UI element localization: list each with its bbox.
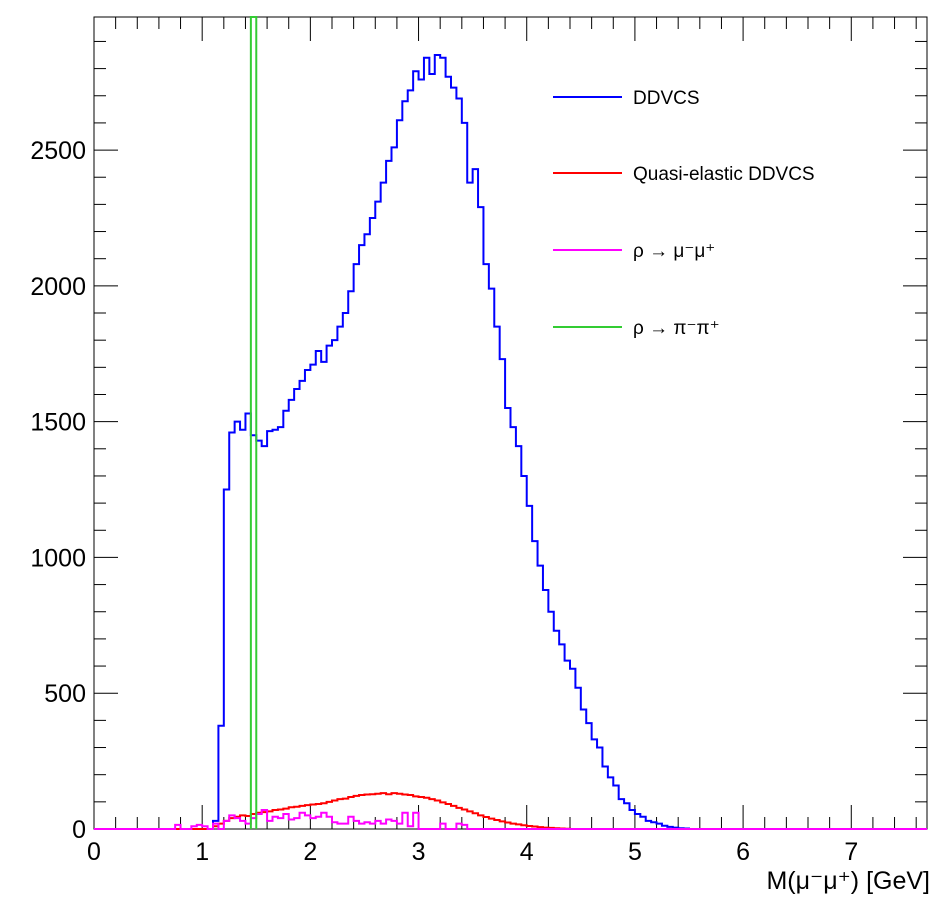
y-tick-label: 0	[72, 816, 86, 844]
histogram-line	[94, 808, 927, 830]
histogram-line	[94, 54, 927, 830]
histogram-line	[94, 792, 927, 830]
x-tick-label: 6	[736, 838, 750, 866]
y-tick-label: 500	[44, 680, 86, 708]
legend-label: DDVCS	[633, 88, 700, 109]
y-tick-label: 2000	[30, 273, 86, 301]
histogram-line	[249, 16, 258, 829]
y-tick-label: 1000	[30, 544, 86, 572]
legend: DDVCS Quasi-elastic DDVCS ρ → μ⁻μ⁺ ρ → π⁻π⁺	[553, 88, 815, 339]
series-3	[249, 16, 258, 829]
series-layer	[94, 16, 927, 830]
legend-label: ρ → π⁻π⁺	[633, 318, 720, 339]
x-tick-label: 5	[628, 838, 642, 866]
x-tick-label: 7	[844, 838, 858, 866]
x-tick-label: 2	[303, 838, 317, 866]
x-tick-label: 4	[520, 838, 534, 866]
x-tick-label: 3	[412, 838, 426, 866]
series-0	[94, 54, 927, 830]
series-1	[94, 792, 927, 830]
legend-label: Quasi-elastic DDVCS	[633, 164, 815, 185]
y-tick-label: 2500	[30, 137, 86, 165]
legend-label: ρ → μ⁻μ⁺	[633, 241, 715, 262]
x-tick-label: 1	[195, 838, 209, 866]
y-tick-label: 1500	[30, 409, 86, 437]
x-tick-label: 0	[87, 838, 101, 866]
x-axis-title: M(μ⁻μ⁺) [GeV]	[766, 867, 930, 895]
axes: 0 1 2 3 4 5 6 7 0 500 1000 1500 2000 2500	[30, 17, 927, 866]
series-2	[94, 808, 927, 830]
